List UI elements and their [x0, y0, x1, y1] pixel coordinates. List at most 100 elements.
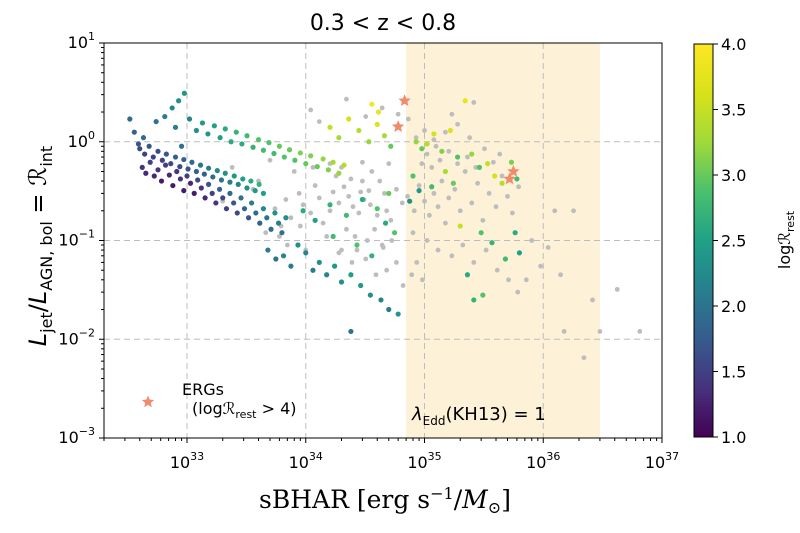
scatter-point-colored [447, 127, 453, 134]
scatter-point-colored [330, 233, 336, 240]
scatter-point-grey [327, 208, 333, 214]
scatter-point-colored [150, 154, 156, 160]
scatter-point-colored [244, 133, 250, 139]
scatter-point-grey [469, 200, 475, 206]
scatter-point-grey [506, 277, 511, 283]
scatter-point-grey [499, 173, 505, 179]
scatter-point-grey [427, 212, 432, 218]
scatter-point-grey [360, 178, 365, 184]
scatter-point-colored [223, 206, 230, 212]
scatter-point-colored [381, 133, 388, 139]
scatter-point-colored [249, 200, 255, 206]
scatter-point-colored [374, 121, 380, 127]
scatter-point-grey [416, 183, 422, 188]
scatter-point-grey [405, 116, 411, 122]
scatter-point-grey [433, 143, 439, 149]
x-axis-ticks: 1033 1034 1035 1036 1037 [103, 438, 679, 472]
scatter-point-colored [336, 135, 342, 141]
scatter-point-colored [442, 168, 449, 175]
scatter-point-colored [378, 297, 384, 303]
scatter-point-grey [349, 260, 355, 265]
scatter-point-colored [142, 151, 148, 157]
scatter-point-grey [374, 212, 380, 218]
scatter-point-grey [449, 253, 455, 259]
colorbar-tick-label: 4.0 [721, 35, 746, 54]
scatter-point-colored [268, 226, 274, 232]
scatter-point-colored [308, 153, 314, 159]
scatter-point-grey [422, 198, 427, 204]
scatter-point-grey [431, 190, 437, 196]
legend: ERGs (logℛrest > 4) [141, 380, 297, 421]
scatter-point-grey [336, 200, 342, 206]
scatter-point-grey [350, 204, 356, 210]
scatter-point-colored [346, 116, 352, 122]
scatter-point-colored [286, 147, 293, 153]
scatter-point-colored [181, 90, 187, 96]
scatter-point-grey [316, 195, 322, 201]
colorbar-tick-label: 1.5 [721, 363, 746, 382]
scatter-point-colored [388, 143, 394, 149]
scatter-point-grey [505, 193, 510, 199]
scatter-point-grey [581, 355, 587, 361]
scatter-point-colored [325, 167, 331, 173]
scatter-point-colored [314, 164, 320, 170]
scatter-point-grey [288, 215, 294, 221]
scatter-point-grey [571, 208, 576, 214]
scatter-point-colored [514, 176, 520, 182]
scatter-point-grey [467, 135, 473, 141]
scatter-point-grey [297, 223, 303, 229]
scatter-point-grey [296, 190, 302, 196]
scatter-point-colored [327, 202, 333, 208]
scatter-point-colored [239, 141, 245, 147]
scatter-point-grey [419, 277, 425, 283]
colorbar-tick-label: 2.0 [721, 297, 746, 316]
scatter-point-colored [176, 98, 182, 104]
scatter-point-colored [153, 118, 159, 125]
scatter-point-grey [409, 272, 415, 278]
scatter-point-colored [354, 242, 360, 248]
scatter-point-grey [356, 210, 362, 216]
scatter-point-grey [516, 184, 521, 190]
colorbar-label: logℛrest [775, 210, 797, 269]
scatter-point-colored [174, 168, 180, 175]
scatter-point-grey [446, 195, 452, 201]
scatter-point-colored [127, 116, 133, 122]
x-tick-label: 1037 [645, 450, 679, 472]
scatter-point-grey [422, 128, 427, 133]
scatter-point-grey [465, 154, 470, 160]
scatter-point-colored [162, 113, 168, 120]
scatter-point-grey [330, 189, 336, 195]
scatter-point-colored [252, 188, 258, 194]
scatter-point-colored [271, 150, 277, 157]
y-axis-label: Ljet/LAGN, bol = ℛint [24, 146, 56, 346]
scatter-point-colored [135, 141, 142, 147]
scatter-point-colored [131, 129, 137, 135]
scatter-point-colored [199, 120, 206, 126]
scatter-point-grey [388, 217, 394, 223]
scatter-point-grey [614, 286, 620, 292]
scatter-point-grey [373, 272, 379, 278]
colorbar-tick-label: 1.0 [721, 428, 746, 447]
scatter-point-colored [419, 146, 425, 152]
scatter-point-colored [386, 190, 392, 196]
scatter-point-colored [439, 148, 445, 154]
scatter-point-colored [143, 170, 149, 176]
scatter-point-colored [214, 168, 220, 174]
scatter-point-colored [292, 157, 298, 163]
scatter-point-colored [264, 215, 270, 221]
scatter-point-grey [320, 220, 326, 226]
scatter-point-colored [281, 154, 287, 160]
scatter-point-grey [308, 107, 314, 113]
colorbar [693, 43, 714, 438]
scatter-point-colored [407, 198, 413, 204]
scatter-point-colored [341, 162, 347, 168]
x-axis-label: sBHAR [erg s−1/M⊙] [259, 484, 511, 517]
scatter-point-colored [241, 206, 248, 212]
scatter-point-colored [159, 157, 165, 163]
scatter-point-colored [260, 147, 267, 153]
scatter-point-grey [284, 242, 290, 248]
scatter-point-colored [492, 173, 498, 179]
scatter-point-grey [399, 200, 405, 206]
scatter-point-grey [411, 208, 417, 214]
scatter-point-colored [245, 215, 252, 221]
